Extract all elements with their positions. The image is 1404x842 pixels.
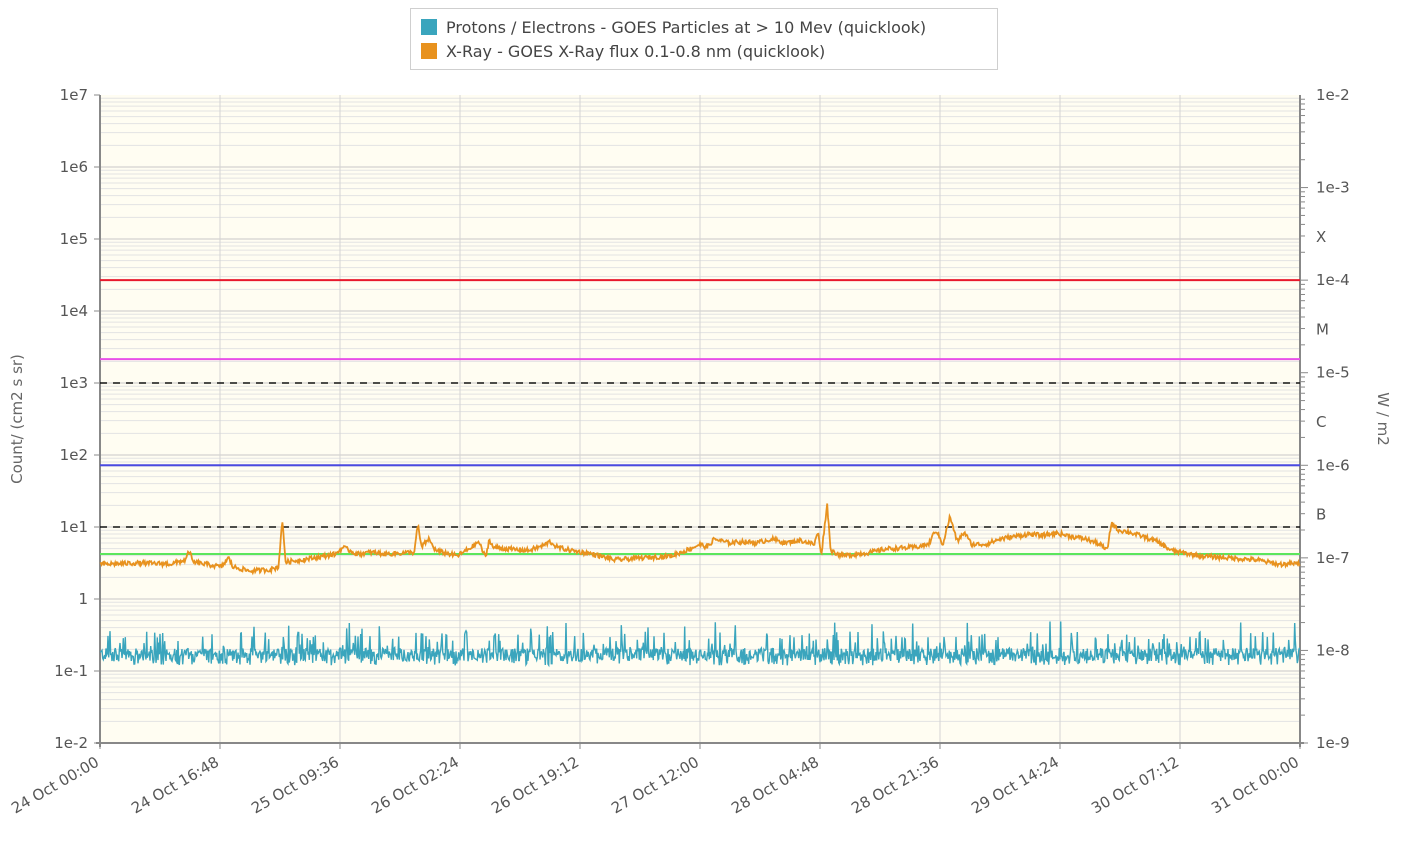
left-tick-label: 1e-2 [54,734,88,752]
series-protons-line [99,621,1300,668]
right-tick-label: 1e-2 [1316,86,1350,104]
right-tick-label: 1e-6 [1316,456,1350,474]
legend-swatch-xray [421,43,437,59]
left-tick-label: 1e1 [60,518,88,536]
x-tick-label: 31 Oct 00:00 [1208,753,1302,817]
left-tick-label: 1e7 [60,86,88,104]
right-tick-label: 1e-5 [1316,364,1350,382]
left-tick-label: 1e6 [60,158,88,176]
left-axis-title: Count/ (cm2 s sr) [8,354,26,484]
x-tick-label: 30 Oct 07:12 [1088,753,1182,817]
legend-item-protons[interactable]: Protons / Electrons - GOES Particles at … [421,15,987,39]
flare-class-label: B [1316,506,1326,524]
x-tick-label: 28 Oct 21:36 [848,753,942,817]
x-tick-label: 28 Oct 04:48 [728,753,822,817]
right-tick-label: 1e-7 [1316,549,1350,567]
right-tick-label: 1e-3 [1316,179,1350,197]
flare-class-label: C [1316,413,1326,431]
x-tick-label: 27 Oct 12:00 [608,753,702,817]
x-tick-label: 29 Oct 14:24 [968,753,1062,817]
left-tick-label: 1e2 [60,446,88,464]
left-tick-label: 1e4 [60,302,88,320]
x-tick-label: 26 Oct 19:12 [488,753,582,817]
left-tick-label: 1 [78,590,88,608]
chart-legend: Protons / Electrons - GOES Particles at … [410,8,998,70]
legend-item-xray[interactable]: X-Ray - GOES X-Ray flux 0.1-0.8 nm (quic… [421,39,987,63]
flare-class-label: X [1316,228,1326,246]
flare-class-label: M [1316,321,1329,339]
right-tick-label: 1e-9 [1316,734,1350,752]
legend-label-protons: Protons / Electrons - GOES Particles at … [446,17,927,37]
legend-label-xray: X-Ray - GOES X-Ray flux 0.1-0.8 nm (quic… [446,41,826,61]
left-tick-label: 1e-1 [54,662,88,680]
left-tick-label: 1e5 [60,230,88,248]
x-tick-label: 24 Oct 00:00 [8,753,102,817]
x-tick-label: 24 Oct 16:48 [128,753,222,817]
legend-swatch-protons [421,19,437,35]
right-tick-label: 1e-4 [1316,271,1350,289]
x-tick-label: 25 Oct 09:36 [248,753,342,817]
x-tick-label: 26 Oct 02:24 [368,753,462,817]
right-tick-label: 1e-8 [1316,641,1350,659]
left-tick-label: 1e3 [60,374,88,392]
right-axis-title: W / m2 [1374,392,1392,446]
series-xray-line [99,503,1301,576]
